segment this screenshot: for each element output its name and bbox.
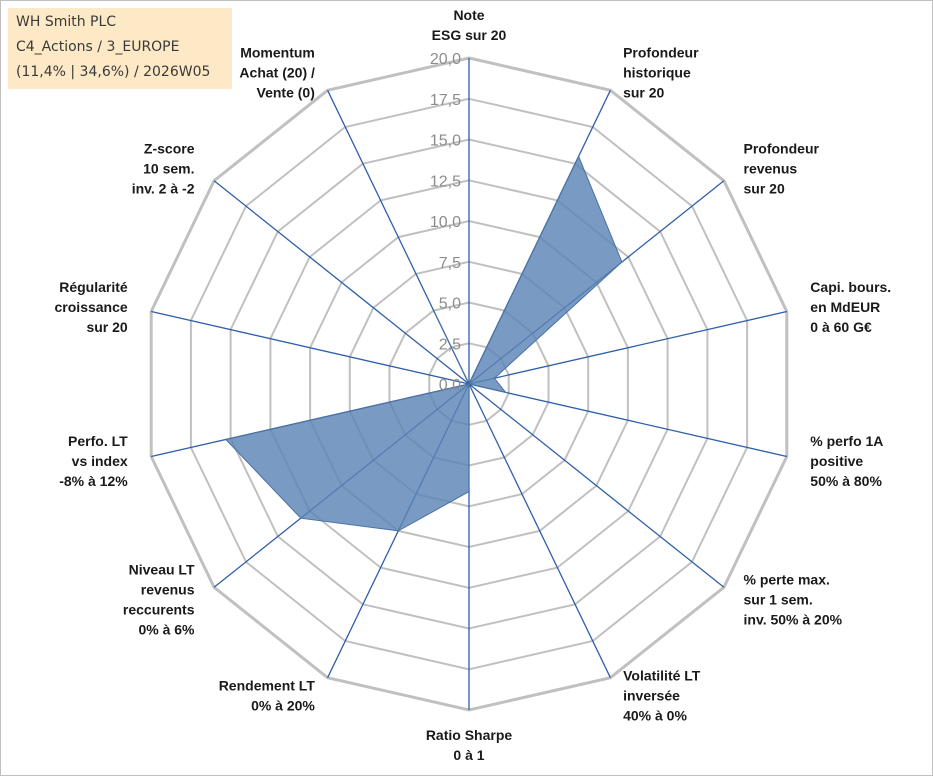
axis-spoke-5 (468, 383, 787, 458)
data-point-13 (468, 383, 470, 385)
tick-label: 0,0 (439, 377, 461, 394)
company-name: WH Smith PLC (16, 14, 117, 30)
data-point-8 (468, 490, 470, 493)
axis-label-5: % perfo 1A positive 50% à 80% (810, 433, 883, 489)
axis-label-12: Régularité croissance sur 20 (55, 279, 128, 335)
axis-label-3: Profondeur revenus sur 20 (744, 140, 820, 196)
data-point-11 (225, 438, 227, 441)
axis-spoke-6 (468, 383, 725, 588)
tick-label: 2,5 (439, 336, 461, 353)
tick-label: 5,0 (439, 296, 461, 313)
axis-label-8: Ratio Sharpe 0 à 1 (426, 727, 513, 763)
tick-label: 15,0 (430, 133, 461, 150)
data-point-3 (621, 261, 623, 263)
radar-tick-labels: 0,0 2,5 5,0 7,5 10,0 12,5 15,0 17,5 20,0 (430, 51, 461, 394)
radar-axis-labels: Note ESG sur 20 Profondeur historique sur 20… (55, 7, 892, 763)
axis-spoke-13 (213, 180, 470, 385)
axis-label-14: Momentum Achat (20) / Vente (0) (239, 44, 315, 100)
axis-label-1: Note ESG sur 20 (432, 7, 507, 43)
axis-spoke-4 (468, 310, 787, 385)
tick-label: 17,5 (430, 92, 461, 109)
data-point-9 (397, 530, 400, 532)
tick-label: 20,0 (430, 51, 461, 68)
axis-spoke-7 (468, 383, 611, 678)
axis-label-11: Perfo. LT vs index -8% à 12% (59, 433, 128, 489)
axis-label-7: Volatilité LT inversée 40% à 0% (623, 668, 701, 724)
series-area (224, 155, 623, 532)
tick-label: 10,0 (430, 214, 461, 231)
category-label: C4_Actions / 3_EUROPE (16, 39, 180, 55)
axis-label-13: Z-score 10 sem. inv. 2 à -2 (132, 140, 195, 196)
stats-label: (11,4% | 34,6%) / 2026W05 (16, 64, 211, 80)
axis-label-6: % perte max. sur 1 sem. inv. 50% à 20% (744, 572, 843, 628)
data-point-2 (577, 155, 580, 158)
tick-label: 7,5 (439, 255, 461, 272)
axis-label-10: Niveau LT revenus reccurents 0% à 6% (123, 562, 195, 638)
data-point-10 (300, 517, 302, 519)
axis-label-9: Rendement LT 0% à 20% (219, 678, 316, 714)
info-box: WH Smith PLC C4_Actions / 3_EUROPE (11,4… (8, 8, 232, 89)
tick-label: 12,5 (430, 173, 461, 190)
radar-series (224, 155, 623, 532)
data-point-4 (493, 377, 496, 380)
data-point-14 (433, 311, 436, 313)
axis-spoke-12 (151, 310, 470, 385)
data-point-5 (504, 391, 507, 394)
axis-label-4: Capi. bours. en MdEUR 0 à 60 G€ (810, 279, 891, 335)
axis-label-2: Profondeur historique sur 20 (623, 44, 699, 100)
